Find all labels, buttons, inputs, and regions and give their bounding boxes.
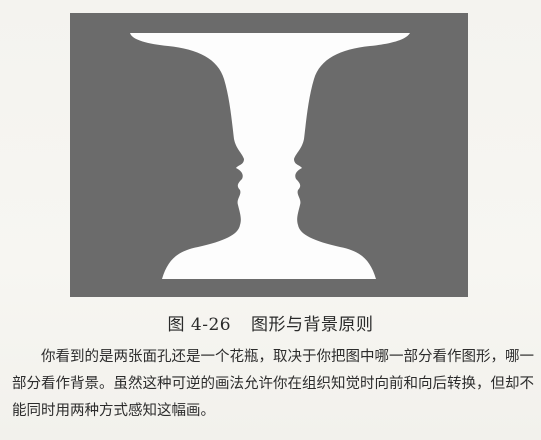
rubin-vase-figure — [70, 13, 468, 297]
vase-shape — [130, 33, 410, 279]
body-text: 你看到的是两张面孔还是一个花瓶，取决于你把图中哪一部分看作图形，哪一部分看作背景… — [12, 344, 534, 425]
figure-title: 图形与背景原则 — [251, 315, 374, 335]
figure-number: 图 4-26 — [167, 315, 232, 335]
figure-caption: 图 4-26 图形与背景原则 — [0, 310, 541, 335]
rubin-vase-illustration — [70, 13, 468, 297]
body-paragraph: 你看到的是两张面孔还是一个花瓶，取决于你把图中哪一部分看作图形，哪一部分看作背景… — [12, 349, 534, 419]
